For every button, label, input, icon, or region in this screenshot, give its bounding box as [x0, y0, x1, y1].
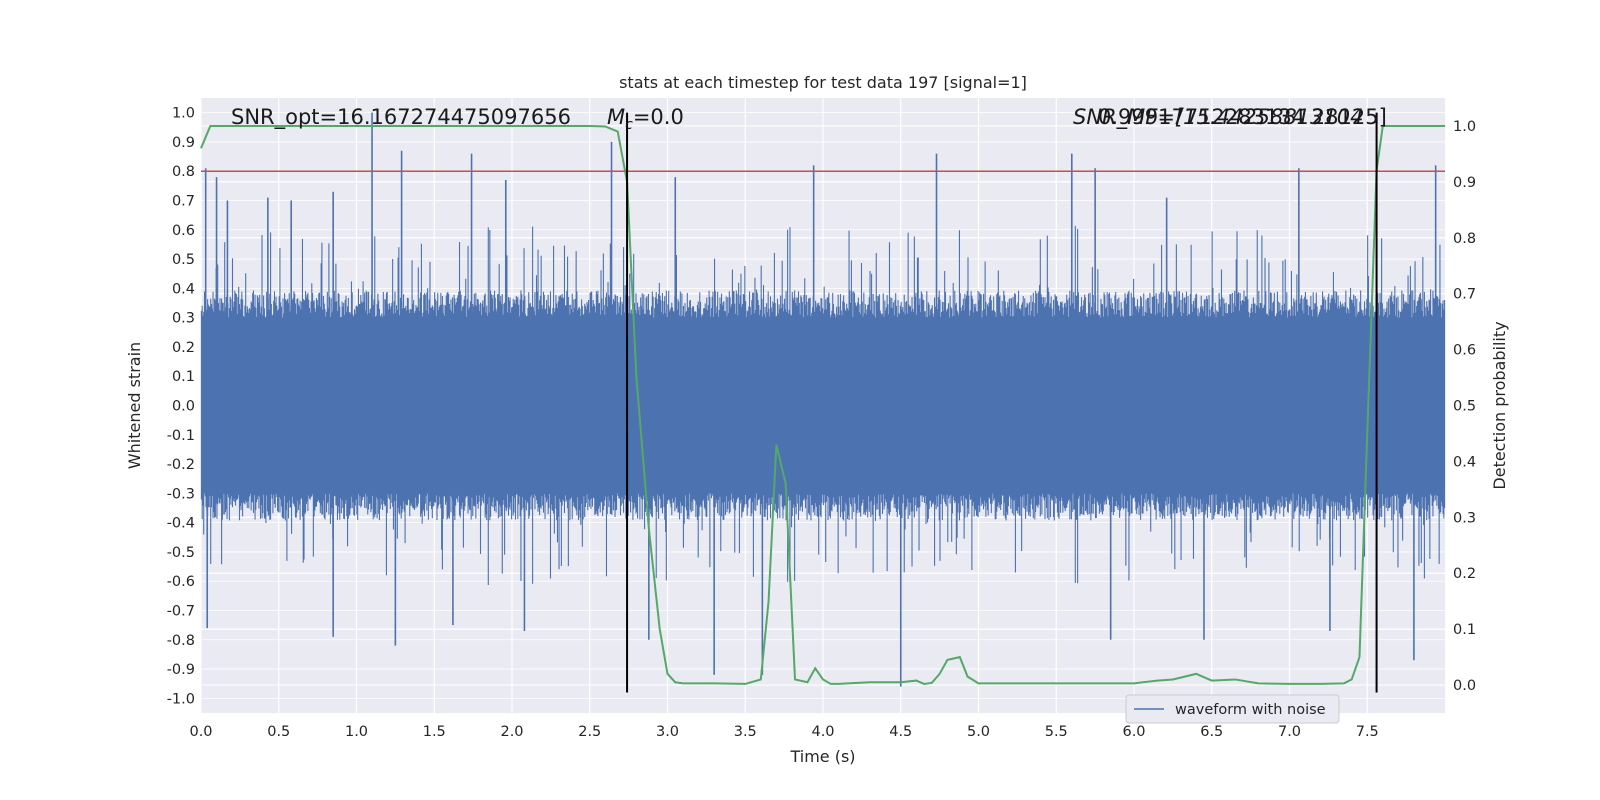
x-axis-label: Time (s) — [789, 747, 855, 766]
x-tick-label: 1.0 — [345, 724, 368, 740]
legend: waveform with noise — [1125, 694, 1340, 724]
x-tick-label: 7.0 — [1278, 724, 1301, 740]
y-left-tick-label: -0.4 — [167, 516, 195, 532]
snr-mf-annotation: SNR_MF=[15.44258813104 — [1073, 105, 1363, 130]
y-right-tick-label: 0.9 — [1453, 175, 1476, 191]
y-left-tick-label: -0.9 — [167, 662, 195, 678]
y-axis-label-right: Detection probability — [1490, 321, 1509, 489]
y-left-tick-label: 0.3 — [172, 311, 195, 327]
y-left-tick-label: 0.8 — [172, 164, 195, 180]
y-left-tick-label: 0.0 — [172, 399, 195, 415]
y-right-tick-label: 0.6 — [1453, 343, 1476, 359]
y-axis-label-left: Whitened strain — [125, 342, 144, 469]
y-left-tick-label: 0.6 — [172, 223, 195, 239]
y-right-tick-label: 0.7 — [1453, 287, 1476, 303]
y-left-tick-label: -0.3 — [167, 486, 195, 502]
chart-title: stats at each timestep for test data 197… — [619, 73, 1027, 92]
y-right-tick-label: 0.2 — [1453, 566, 1476, 582]
probability-layer — [200, 124, 1445, 685]
y-left-tick-label: 0.4 — [172, 281, 195, 297]
chirp-mass-symbol: M — [607, 105, 625, 129]
x-tick-label: 6.5 — [1200, 724, 1223, 740]
y-left-tick-label: -0.1 — [167, 428, 195, 444]
y-left-tick-label: -0.2 — [167, 457, 195, 473]
x-tick-label: 0.0 — [189, 724, 212, 740]
y-left-tick-label: -0.8 — [167, 633, 195, 649]
legend-label-waveform: waveform with noise — [1175, 702, 1326, 718]
x-tick-label: 6.0 — [1122, 724, 1145, 740]
y-right-tick-label: 0.3 — [1453, 510, 1476, 526]
y-left-tick-label: 1.0 — [172, 106, 195, 122]
y-right-tick-label: 0.1 — [1453, 622, 1476, 638]
y-left-tick-label: -1.0 — [167, 691, 195, 707]
chirp-mass-annotation: Mc=0.0 — [607, 105, 684, 133]
y-right-tick-label: 0.8 — [1453, 231, 1476, 247]
y-right-tick-label: 0.4 — [1453, 454, 1476, 470]
tick-labels: 0.0 0.5 1.0 1.5 2.0 2.5 3.0 3.5 4.0 4.5 5.0 5.5 6.0 6… — [167, 106, 1476, 740]
legend-box — [1125, 694, 1340, 724]
waveform-core — [201, 317, 1445, 494]
y-right-tick-label: 0.5 — [1453, 399, 1476, 415]
y-left-tick-label: 0.2 — [172, 340, 195, 356]
x-tick-label: 2.0 — [500, 724, 523, 740]
x-tick-label: 5.0 — [967, 724, 990, 740]
x-tick-label: 2.5 — [578, 724, 601, 740]
detection-probability-line — [200, 124, 1445, 685]
reference-lines — [201, 112, 1445, 693]
x-tick-label: 4.5 — [889, 724, 912, 740]
x-tick-label: 7.5 — [1356, 724, 1379, 740]
y-left-tick-label: 0.1 — [172, 369, 195, 385]
x-tick-label: 1.5 — [423, 724, 446, 740]
chirp-mass-value: =0.0 — [633, 105, 684, 129]
y-left-tick-label: 0.9 — [172, 135, 195, 151]
chirp-mass-subscript: c — [625, 117, 633, 133]
y-right-tick-label: 0.0 — [1453, 678, 1476, 694]
y-left-tick-label: -0.5 — [167, 545, 195, 561]
x-tick-label: 4.0 — [811, 724, 834, 740]
waveform-layer — [200, 112, 1446, 687]
snr-opt-annotation: SNR_opt=16.167274475097656 — [231, 105, 571, 130]
x-tick-label: 3.0 — [656, 724, 679, 740]
x-tick-label: 5.5 — [1045, 724, 1068, 740]
x-tick-label: 0.5 — [267, 724, 290, 740]
y-left-tick-label: 0.5 — [172, 252, 195, 268]
y-right-tick-label: 1.0 — [1453, 119, 1476, 135]
probability-annotation: 0.99917712283134 28125] — [1098, 105, 1387, 129]
y-left-tick-label: -0.6 — [167, 574, 195, 590]
y-left-tick-label: 0.7 — [172, 194, 195, 210]
y-left-tick-label: -0.7 — [167, 604, 195, 620]
x-tick-label: 3.5 — [734, 724, 757, 740]
